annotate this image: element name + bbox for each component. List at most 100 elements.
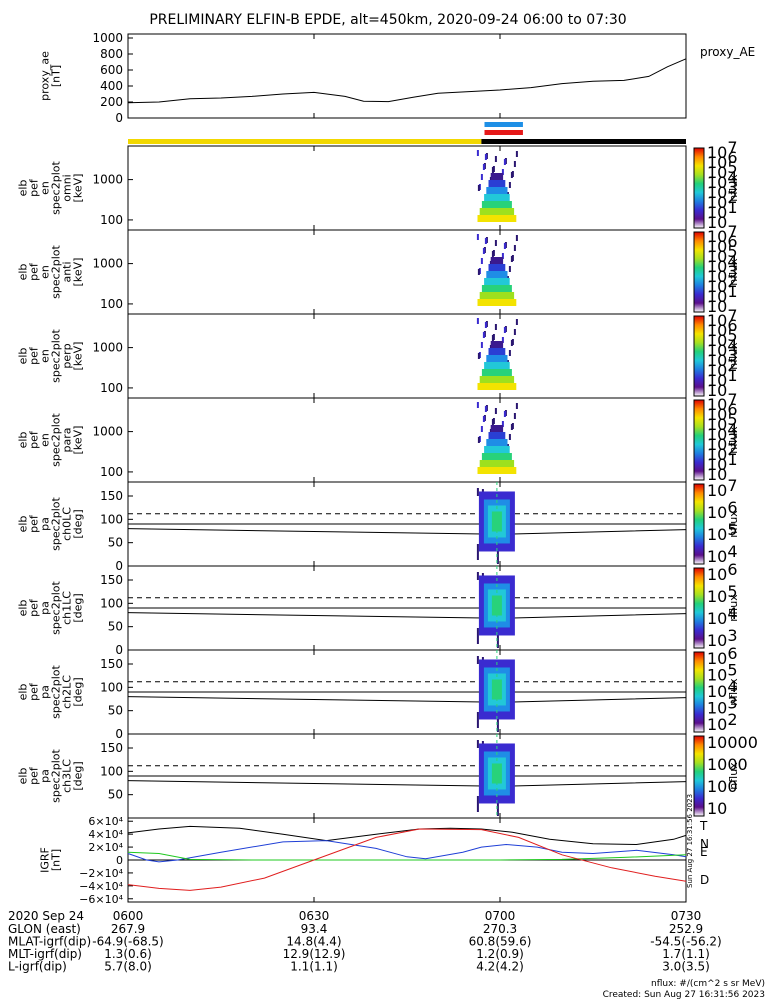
pa-panel-1-streak-8	[476, 636, 479, 644]
energy-panel-1-ylabel-3: spec2plot	[50, 245, 63, 299]
energy-panel-1-band-2	[481, 285, 512, 292]
unit-note: nflux: #/(cm^2 s sr MeV)	[651, 979, 765, 989]
pa-panel-1-colorbar	[693, 567, 705, 649]
energy-panel-2-band-1	[479, 376, 515, 383]
energy-panel-2-band-6	[490, 341, 504, 348]
pa-panel-0-streak-12	[496, 548, 499, 556]
energy-panel-0-ylabel-4: omni	[61, 174, 74, 201]
energy-panel-2-streak-15	[501, 337, 504, 343]
pa-panel-1-ytick-0: 150	[100, 573, 123, 587]
text: 107	[707, 138, 738, 162]
pa-panel-2-core-3	[491, 679, 502, 700]
text: 103	[707, 626, 738, 650]
pa-panel-1-cbar-label: nflux	[727, 594, 740, 622]
energy-panel-2-ylabel-1: pef	[28, 346, 41, 365]
plot-area: 10008006004002000proxy_ae[nT]proxy_AE100…	[8, 31, 765, 1000]
pa-panel-3-cbar-label: nflux	[727, 762, 740, 790]
text: 105	[707, 158, 738, 182]
energy-panel-0-streak-15	[501, 169, 504, 175]
energy-panel-3-ytick-0: 1000	[92, 425, 123, 439]
energy-panel-2-streak-11	[513, 329, 516, 335]
ae-ytick-label-1: 800	[100, 47, 123, 61]
pa-panel-2-ytick-0: 150	[100, 657, 123, 671]
text: 107	[707, 476, 738, 500]
energy-panel-3-streak-18	[482, 416, 485, 422]
energy-panel-2-streak-14	[494, 324, 497, 330]
energy-panel-3-ytick-1: 100	[100, 465, 123, 479]
energy-panel-1-cbar-label: nflux	[727, 258, 740, 286]
text: 103	[707, 694, 738, 718]
text: 10	[707, 465, 727, 484]
energy-panel-1-spectrum	[476, 234, 518, 306]
energy-panel-1-ylabel-5: [keV]	[72, 258, 85, 287]
text: 101	[707, 198, 738, 222]
energy-panel-0-streak-0	[476, 150, 479, 156]
footer-row-2-value-1: 12.9(12.9)	[283, 947, 346, 961]
pa-panel-1-ylabel-0: elb	[17, 600, 30, 617]
footer-row-2-value-0: 1.3(0.6)	[104, 947, 152, 961]
pa-panel-1-ylabel-4: ch1LC	[61, 591, 74, 625]
energy-panel-3-colorbar	[693, 399, 705, 481]
energy-panel-3-band-4	[486, 439, 508, 446]
footer-row-label-3: L-igrf(dip)	[8, 960, 67, 974]
energy-panel-0-band-3	[484, 194, 510, 201]
energy-panel-0-band-5	[488, 180, 506, 187]
pa-panel-0-ytick-1: 100	[100, 512, 123, 526]
energy-panel-1-streak-15	[501, 253, 504, 259]
footer-time-label-0: 0600	[113, 909, 144, 923]
igrf-series-D	[127, 828, 687, 891]
ae-ytick-label-3: 400	[100, 79, 123, 93]
pa-panel-1-ytick-3: 0	[115, 643, 123, 657]
pa-panel-2-streak-8	[476, 720, 479, 728]
text: 102	[707, 356, 738, 380]
pa-panel-1-ytick-1: 100	[100, 596, 123, 610]
pa-panel-1-core-3	[491, 595, 502, 616]
pa-panel-2-colorbar	[693, 651, 705, 733]
energy-panel-1-streak-25	[491, 251, 494, 257]
energy-panel-2-ylabel-0: elb	[17, 348, 30, 365]
energy-panel-1-streak-0	[476, 234, 479, 240]
energy-panel-1-ytick-1: 100	[100, 297, 123, 311]
energy-panel-0-streak-21	[503, 159, 506, 165]
pa-panel-2-streak-0	[476, 656, 479, 664]
energy-panel-0-colorbar	[693, 147, 705, 229]
energy-panel-3-ylabel-5: [keV]	[72, 426, 85, 455]
energy-panel-1-streak-21	[503, 243, 506, 249]
energy-panel-3-streak-24	[484, 406, 487, 412]
pa-panel-3-streak-8	[476, 804, 479, 812]
energy-panel-0-streak-24	[484, 154, 487, 160]
pa-panel-3-ytick-2: 50	[108, 788, 123, 802]
pa-panel-3-ylabel-4: ch3LC	[61, 759, 74, 793]
energy-panel-0-ylabel-5: [keV]	[72, 174, 85, 203]
text: 101	[707, 366, 738, 390]
energy-panel-2-band-5	[488, 348, 506, 355]
energy-panel-2-ylabel-5: [keV]	[72, 342, 85, 371]
pa-panel-3-ylabel-5: [deg]	[72, 761, 85, 790]
energy-panel-0-ylabel-1: pef	[28, 178, 41, 197]
energy-panel-2-colorbar	[693, 315, 705, 397]
energy-panel-0-ytick-0: 1000	[92, 173, 123, 187]
energy-panel-0-spectrum	[476, 150, 518, 222]
text: 10	[707, 381, 727, 400]
energy-panel-0-streak-25	[491, 167, 494, 173]
energy-panel-0-streak-11	[513, 161, 516, 167]
pa-panel-2-ylabel-0: elb	[17, 684, 30, 701]
pa-panel-2-cbar-label: nflux	[727, 678, 740, 706]
energy-panel-1-band-4	[486, 271, 508, 278]
text: 104	[707, 677, 738, 701]
energy-panel-2-spectrum	[476, 318, 518, 390]
energy-panel-3-cbar-label: nflux	[727, 426, 740, 454]
energy-panel-0-streak-22	[510, 172, 513, 178]
energy-panel-2-streak-17	[515, 319, 518, 325]
text: 102	[707, 272, 738, 296]
energy-panel-3-spectrum	[476, 402, 518, 474]
energy-panel-2-streak-25	[491, 335, 494, 341]
energy-panel-2-streak-12	[480, 342, 483, 348]
pa-panel-0-ytick-0: 150	[100, 489, 123, 503]
pa-panel-0-ylabel-1: pef	[28, 514, 41, 533]
energy-panel-2-band-4	[486, 355, 508, 362]
energy-panel-1-streak-12	[480, 258, 483, 264]
pa-panel-2-streak-4	[496, 724, 499, 732]
pa-panel-3-colorbar	[693, 735, 705, 817]
pa-panel-3-spectrum	[476, 734, 515, 818]
